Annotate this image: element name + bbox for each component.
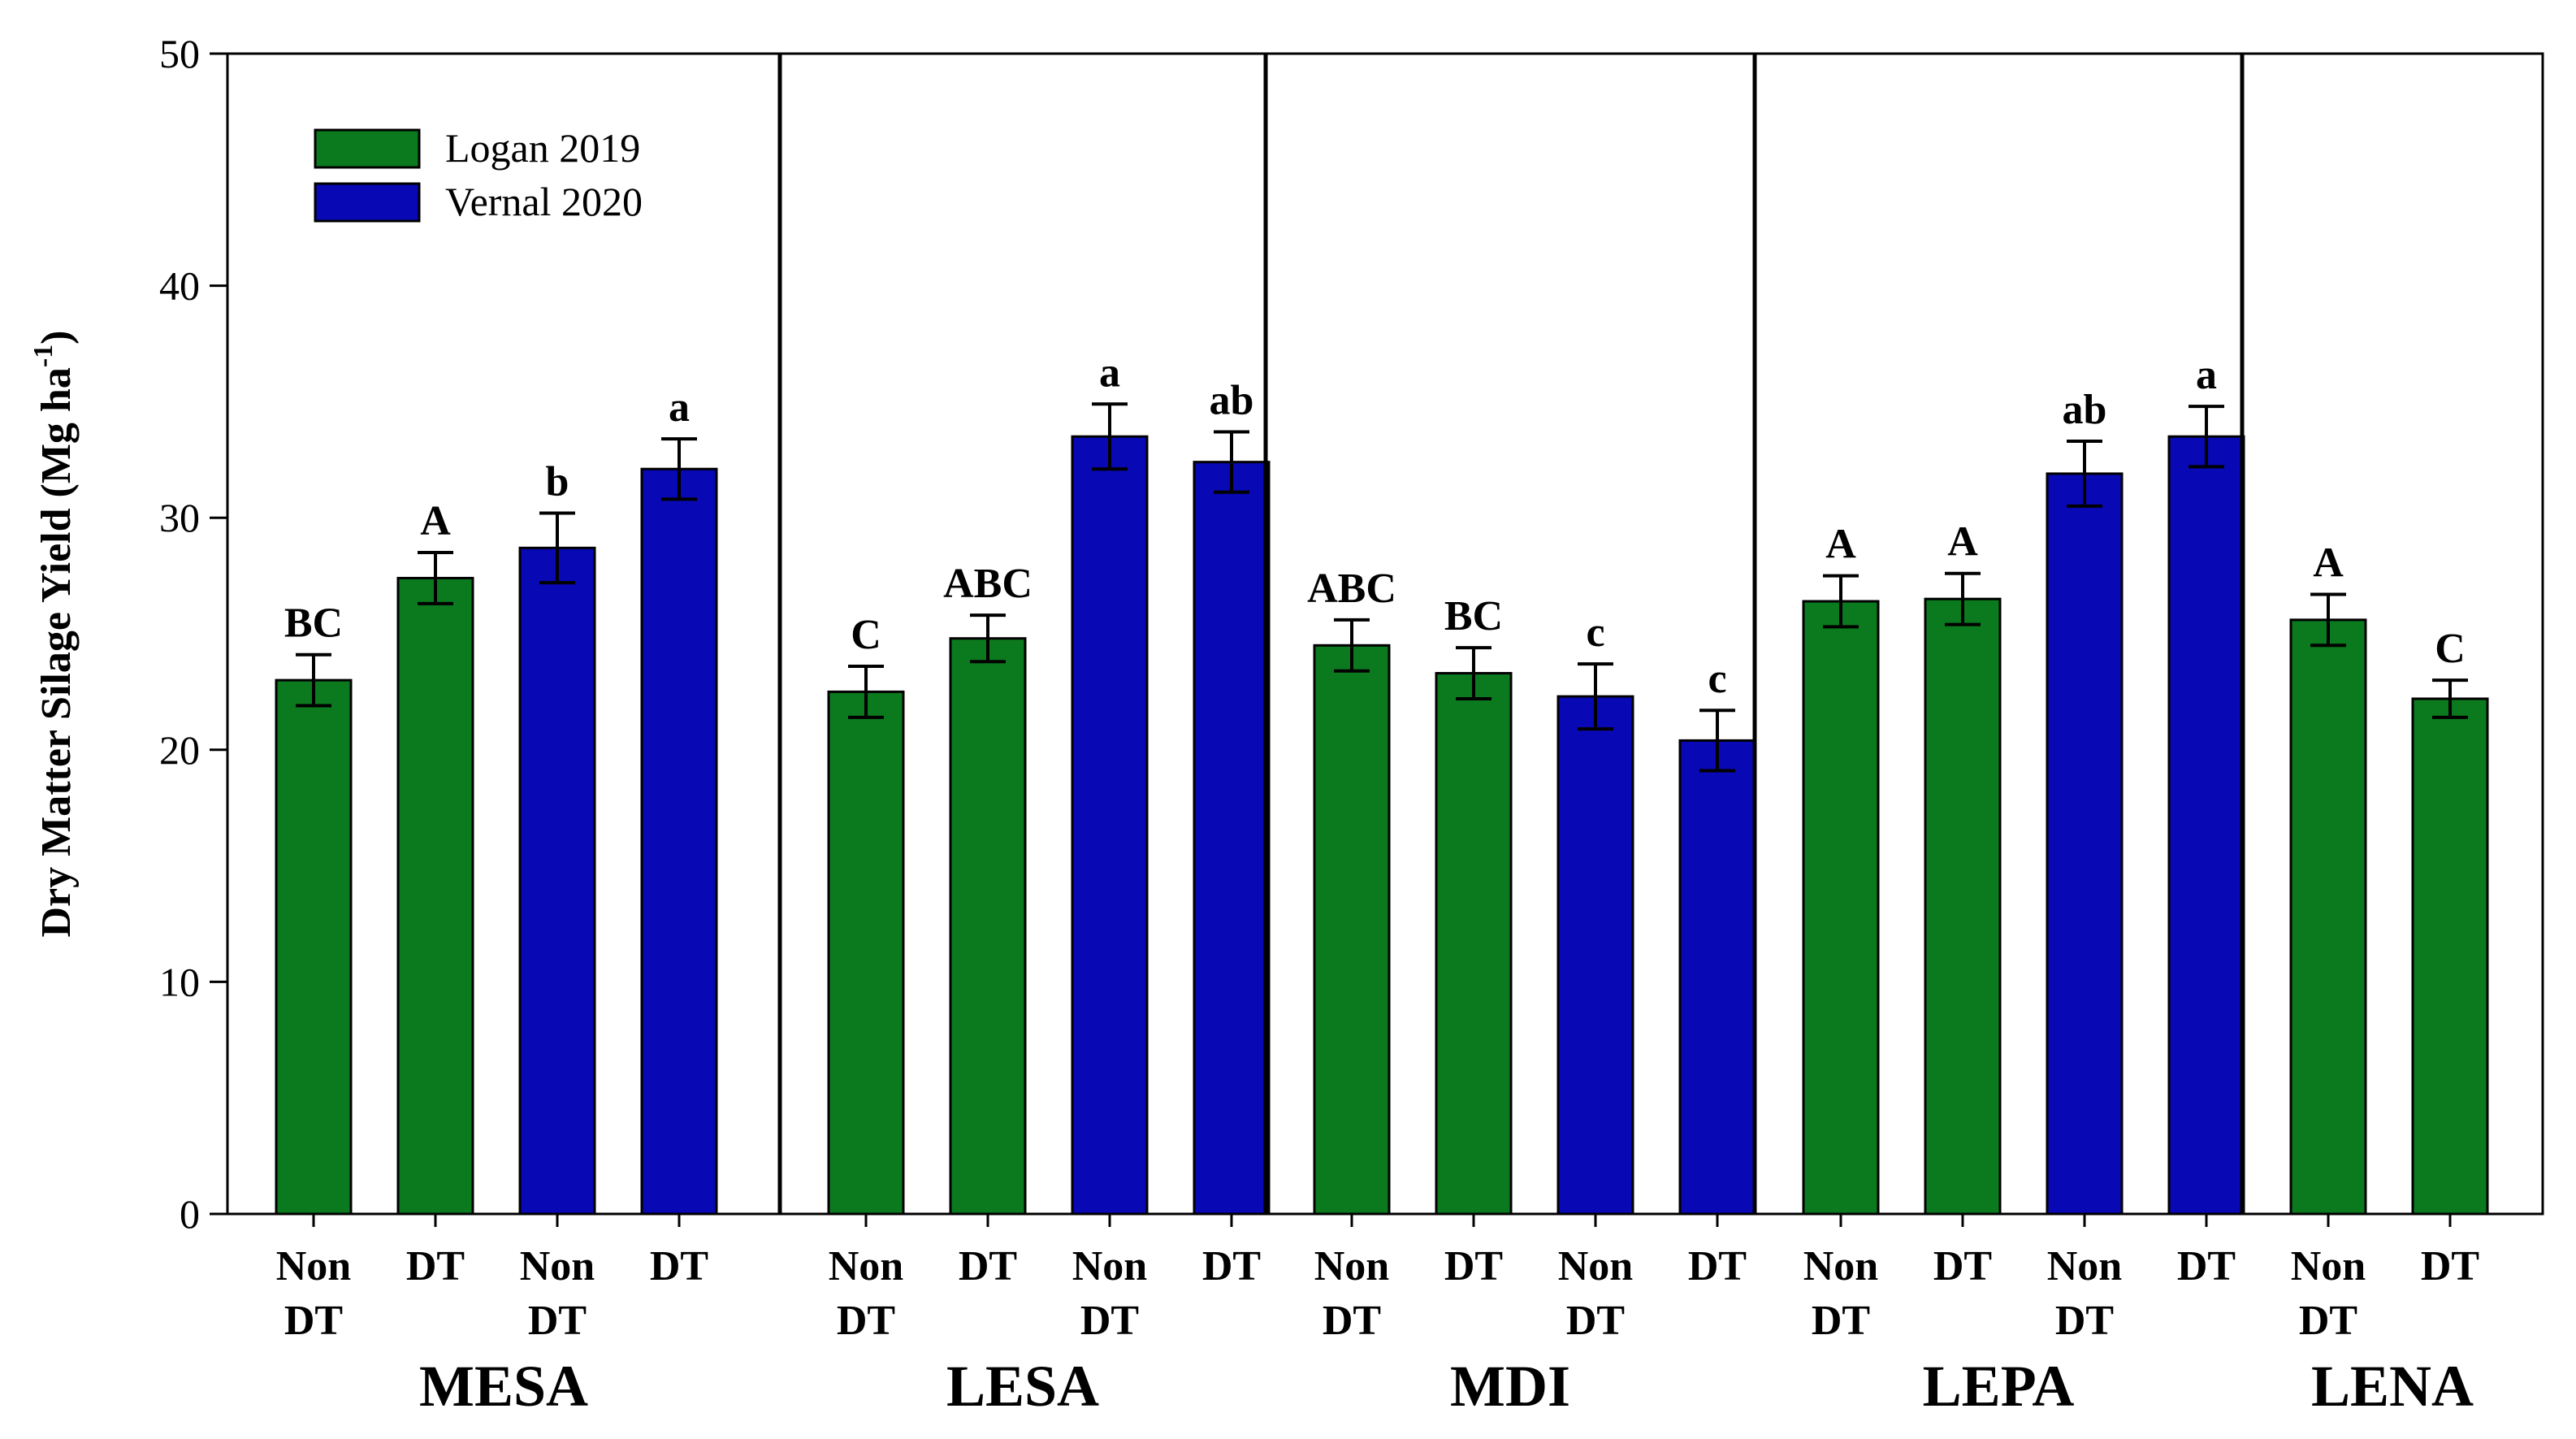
category-label-bottom: DT bbox=[1323, 1298, 1381, 1344]
category-label-top: Non bbox=[2047, 1243, 2123, 1289]
group-label-mdi: MDI bbox=[1450, 1354, 1570, 1419]
bar-mesa-2 bbox=[396, 576, 474, 1216]
category-label-top: DT bbox=[1933, 1243, 1992, 1289]
significance-label: ab bbox=[2063, 387, 2107, 433]
bar-lesa-3 bbox=[1071, 435, 1149, 1216]
bar-mdi-2 bbox=[1435, 672, 1513, 1216]
category-label-top: Non bbox=[829, 1243, 904, 1289]
category-label-top: Non bbox=[1803, 1243, 1879, 1289]
significance-label: a bbox=[669, 384, 690, 431]
category-label-top: DT bbox=[1444, 1243, 1503, 1289]
category-label-top: DT bbox=[1202, 1243, 1261, 1289]
legend-label-1: Logan 2019 bbox=[445, 125, 640, 171]
category-label-top: Non bbox=[1558, 1243, 1634, 1289]
bar-mesa-3 bbox=[518, 546, 596, 1216]
bar-lepa-3 bbox=[2046, 472, 2124, 1216]
y-tick-label: 50 bbox=[159, 31, 200, 76]
bar-mdi-3 bbox=[1556, 695, 1634, 1216]
significance-label: ab bbox=[1210, 378, 1254, 424]
category-label-bottom: DT bbox=[284, 1298, 343, 1344]
bar-lepa-2 bbox=[1924, 597, 2002, 1216]
significance-label: A bbox=[1947, 519, 1978, 566]
bar-lena-2 bbox=[2411, 697, 2489, 1216]
category-label-bottom: DT bbox=[1812, 1298, 1870, 1344]
bar-mesa-4 bbox=[640, 467, 718, 1216]
significance-label: BC bbox=[1444, 593, 1503, 639]
y-tick-label: 40 bbox=[159, 263, 200, 309]
bar-mesa-1 bbox=[275, 678, 353, 1216]
category-label-bottom: DT bbox=[837, 1298, 895, 1344]
category-label-bottom: DT bbox=[2299, 1298, 2357, 1344]
y-tick-label: 10 bbox=[159, 959, 200, 1004]
category-label-bottom: DT bbox=[1566, 1298, 1625, 1344]
significance-label: a bbox=[2196, 352, 2217, 398]
bar-lesa-1 bbox=[827, 690, 905, 1216]
group-label-lepa: LEPA bbox=[1923, 1354, 2075, 1419]
category-label-top: DT bbox=[2421, 1243, 2479, 1289]
significance-label: A bbox=[420, 498, 451, 544]
significance-label: ABC bbox=[1307, 566, 1396, 612]
category-label-top: Non bbox=[276, 1243, 352, 1289]
category-label-top: Non bbox=[1072, 1243, 1148, 1289]
group-label-lena: LENA bbox=[2311, 1354, 2474, 1419]
significance-label: C bbox=[851, 612, 881, 658]
significance-label: A bbox=[1825, 522, 1856, 568]
group-label-mesa: MESA bbox=[419, 1354, 588, 1419]
bar-lena-1 bbox=[2289, 618, 2367, 1216]
bar-lesa-4 bbox=[1193, 461, 1271, 1216]
plot-frame bbox=[226, 52, 2544, 1216]
y-axis-label-close: ) bbox=[33, 330, 80, 344]
y-axis-label: Dry Matter Silage Yield (Mg ha-1) bbox=[28, 330, 80, 937]
category-label-top: DT bbox=[650, 1243, 708, 1289]
significance-label: BC bbox=[284, 600, 343, 647]
significance-label: b bbox=[546, 458, 569, 505]
significance-label: a bbox=[1099, 349, 1120, 396]
category-label-bottom: DT bbox=[2055, 1298, 2114, 1344]
y-tick-label: 20 bbox=[159, 727, 200, 773]
significance-label: C bbox=[2435, 626, 2466, 672]
y-tick-label: 30 bbox=[159, 495, 200, 540]
legend-swatch-1 bbox=[314, 128, 421, 169]
significance-label: c bbox=[1586, 609, 1604, 656]
y-axis-label-text: Dry Matter Silage Yield (Mg ha bbox=[33, 367, 80, 937]
y-axis-label-superscript: -1 bbox=[28, 345, 58, 367]
bar-lepa-4 bbox=[2167, 435, 2245, 1216]
category-label-top: Non bbox=[2291, 1243, 2366, 1289]
bar-mdi-4 bbox=[1678, 739, 1756, 1216]
category-label-top: DT bbox=[1688, 1243, 1747, 1289]
category-label-bottom: DT bbox=[528, 1298, 587, 1344]
bar-lesa-2 bbox=[949, 637, 1027, 1216]
category-label-top: Non bbox=[1314, 1243, 1390, 1289]
y-tick-label: 0 bbox=[180, 1191, 200, 1237]
legend-swatch-2 bbox=[314, 182, 421, 223]
category-label-bottom: DT bbox=[1080, 1298, 1139, 1344]
legend-label-2: Vernal 2020 bbox=[445, 179, 643, 224]
category-label-top: DT bbox=[2177, 1243, 2236, 1289]
category-label-top: Non bbox=[520, 1243, 595, 1289]
significance-label: ABC bbox=[943, 561, 1033, 607]
significance-label: A bbox=[2313, 540, 2344, 586]
category-label-top: DT bbox=[406, 1243, 465, 1289]
bar-lepa-1 bbox=[1802, 600, 1880, 1216]
bar-mdi-1 bbox=[1313, 644, 1391, 1216]
category-label-top: DT bbox=[959, 1243, 1017, 1289]
significance-label: c bbox=[1708, 656, 1726, 702]
group-label-lesa: LESA bbox=[946, 1354, 1099, 1419]
